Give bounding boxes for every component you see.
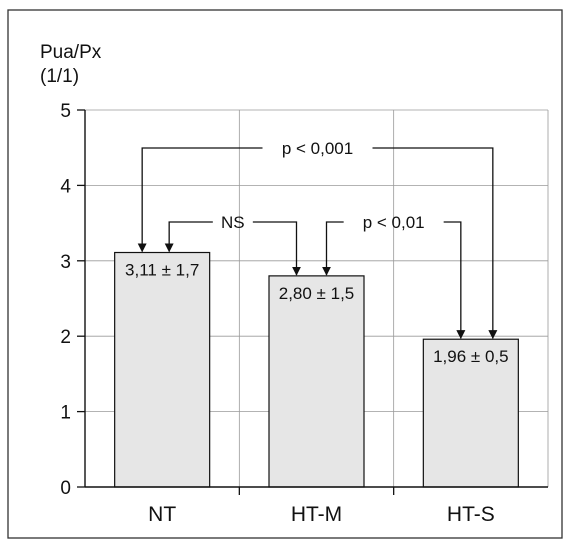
y-axis-label-line2: (1/1)	[40, 66, 79, 87]
data-label: 2,80 ± 1,5	[279, 284, 355, 303]
bar	[114, 251, 211, 488]
bar	[422, 338, 519, 488]
y-tick-label: 3	[60, 252, 71, 273]
data-label: 3,11 ± 1,7	[125, 261, 199, 280]
comparison-arrow	[372, 147, 498, 340]
x-tick-label: HT-M	[291, 503, 342, 526]
y-tick-label: 1	[60, 403, 71, 424]
comparison-arrow	[443, 221, 466, 340]
y-tick-label: 5	[60, 101, 71, 122]
comparison-label: p < 0,01	[363, 213, 425, 232]
data-label: 1,96 ± 0,5	[433, 347, 509, 366]
x-tick-label: NT	[148, 503, 176, 526]
x-tick-label: HT-S	[447, 503, 495, 526]
comparison-arrow	[164, 221, 213, 253]
comparison-arrow	[137, 147, 263, 253]
bar	[268, 275, 365, 488]
comparison-arrow	[322, 221, 344, 276]
y-tick-label: 0	[60, 478, 71, 499]
comparison-arrow	[252, 221, 301, 276]
y-tick-label: 4	[60, 176, 71, 197]
comparison-label: NS	[221, 213, 245, 232]
y-tick-label: 2	[60, 327, 71, 348]
y-axis-label-line1: Pua/Px	[40, 42, 102, 63]
comparison-label: p < 0,001	[282, 139, 353, 158]
